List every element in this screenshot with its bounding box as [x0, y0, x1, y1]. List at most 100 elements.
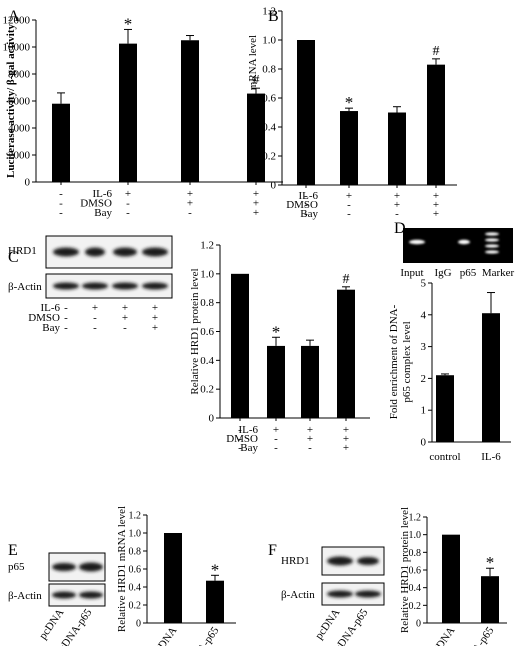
panel-b-condition-sign: -	[347, 199, 351, 211]
panel-e-ytick-label: 0.2	[129, 601, 142, 612]
panel-f-bar	[481, 576, 499, 623]
panel-e-blot-band	[79, 591, 103, 599]
panel-c-blot-condition-label: DMSO	[28, 312, 60, 324]
panel-c-significance-mark: *	[272, 322, 281, 341]
panel-b-ytick-label: 1.2	[262, 6, 276, 18]
panel-f-ytick-label: 0.6	[409, 566, 422, 577]
panel-c-condition-sign: -	[238, 442, 242, 454]
panel-c-condition-label: IL-6	[238, 424, 258, 436]
panel-c-blot-condition-sign: -	[64, 322, 68, 334]
panel-d-bar	[482, 313, 500, 442]
panel-b-bar	[297, 40, 315, 185]
panel-d-ytick-label: 3	[421, 341, 427, 353]
panel-d-gel-band	[458, 239, 470, 245]
panel-e-blot-actin	[48, 583, 106, 607]
panel-c-blot-condition-sign: -	[93, 322, 97, 334]
panel-a-letter: A	[8, 8, 20, 25]
panel-a-condition-label: Bay	[94, 207, 112, 219]
panel-d-ylabel: Fold enrichment of DNA-	[388, 304, 400, 419]
panel-a-bar	[52, 103, 70, 182]
panel-c-blot-condition-sign: -	[123, 322, 127, 334]
panel-d-ylabel: p65 complex level	[401, 321, 413, 402]
panel-d-gel-band	[409, 239, 425, 245]
panel-e-blot-row-label: p65	[8, 561, 25, 573]
panel-e-bar	[206, 580, 224, 623]
panel-c-blot-condition-sign: +	[152, 312, 158, 324]
panel-a-condition-sign: +	[253, 198, 259, 210]
panel-b-condition-label: Bay	[300, 208, 318, 220]
panel-a-condition-sign: +	[253, 207, 259, 219]
panel-e-ylabel: Relative HRD1 mRNA level	[116, 506, 128, 632]
panel-b-condition-sign: +	[433, 208, 439, 220]
panel-c-ylabel: Relative HRD1 protein level	[189, 268, 201, 394]
panel-e-bar	[164, 533, 182, 623]
panel-d-ytick-label: 4	[421, 309, 427, 321]
panel-f-letter: F	[268, 542, 277, 559]
panel-f-blot-band	[357, 557, 379, 565]
panel-f-blot-lane-label: pcDNA	[313, 607, 342, 642]
panel-c-blot-row-label: β-Actin	[8, 281, 42, 293]
panel-f-ytick-label: 0	[416, 619, 421, 630]
panel-c-condition-sign: +	[343, 442, 349, 454]
panel-c-blot-band	[142, 282, 168, 290]
panel-a-condition-label: DMSO	[80, 198, 112, 210]
panel-a-ytick-label: 4000	[8, 123, 31, 135]
panel-a-condition-sign: -	[126, 207, 130, 219]
panel-c-condition-sign: +	[273, 424, 279, 436]
panel-c-condition-label: Bay	[240, 442, 258, 454]
panel-a-condition-sign: +	[253, 188, 259, 200]
panel-b-ytick-label: 0.6	[262, 93, 276, 105]
panel-a-condition-sign: -	[188, 207, 192, 219]
panel-c-condition-sign: +	[307, 433, 313, 445]
panel-e-significance-mark: *	[211, 560, 220, 579]
panel-d-gel-marker-band	[485, 250, 499, 254]
panel-c-condition-sign: +	[307, 424, 313, 436]
panel-c-blot-condition-sign: +	[92, 302, 98, 314]
panel-a-bar	[247, 93, 265, 182]
panel-d-xtick-label: control	[429, 451, 460, 463]
panel-b-condition-sign: +	[394, 190, 400, 202]
panel-b-condition-sign: -	[304, 199, 308, 211]
panel-d-lane-label: IgG	[434, 267, 451, 279]
panel-c-blot-condition-sign: -	[64, 302, 68, 314]
panel-f-ytick-label: 0.4	[409, 583, 422, 594]
panel-d-ytick-label: 2	[421, 373, 427, 385]
panel-a-significance-mark: *	[124, 14, 133, 33]
panel-b-ytick-label: 0.8	[262, 64, 276, 76]
panel-c-blot-condition-sign: +	[152, 302, 158, 314]
panel-d-bar	[436, 375, 454, 442]
panel-b-condition-sign: -	[304, 208, 308, 220]
panel-c-condition-sign: -	[274, 442, 278, 454]
panel-d-gel-marker-band	[485, 244, 499, 248]
panel-a-condition-sign: -	[59, 198, 63, 210]
panel-c-bar	[337, 289, 355, 418]
panel-a-condition-sign: -	[59, 207, 63, 219]
panel-b-condition-sign: +	[346, 190, 352, 202]
panel-b-bar	[340, 111, 358, 185]
panel-c-blot-band	[85, 247, 105, 257]
panel-d-lane-label: Input	[400, 267, 423, 279]
panel-a-significance-mark: #	[253, 73, 260, 88]
panel-c-blot-condition-sign: +	[122, 302, 128, 314]
panel-b-condition-sign: -	[395, 208, 399, 220]
panel-a-condition-label: IL-6	[92, 188, 112, 200]
panel-e-ytick-label: 0	[136, 619, 141, 630]
panel-a-bar	[119, 43, 137, 182]
panel-e-ytick-label: 0.6	[129, 565, 142, 576]
panel-c-significance-mark: #	[343, 272, 350, 287]
panel-d-ytick-label: 0	[421, 437, 427, 449]
panel-c-condition-sign: -	[274, 433, 278, 445]
panel-f-blot-band	[327, 590, 353, 598]
panel-c-bar	[267, 345, 285, 418]
panel-c-blot-condition-label: Bay	[42, 322, 60, 334]
panel-d-letter: D	[394, 220, 406, 237]
panel-e-blot-band	[79, 562, 103, 572]
panel-a-bar	[181, 40, 199, 182]
panel-c-ytick-label: 0.6	[200, 326, 214, 338]
panel-c-letter: C	[8, 249, 19, 266]
panel-e-letter: E	[8, 542, 18, 559]
panel-f-ytick-label: 1.2	[409, 513, 422, 524]
panel-a-condition-sign: +	[187, 198, 193, 210]
panel-a-ytick-label: 0	[25, 177, 31, 189]
